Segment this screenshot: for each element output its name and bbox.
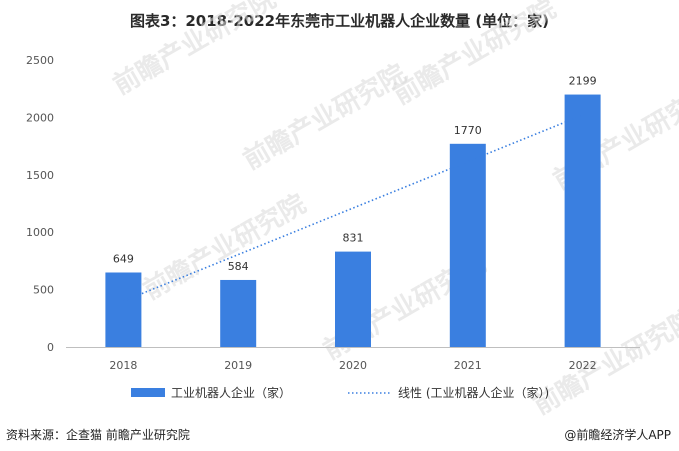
- trendline-layer: [123, 114, 583, 302]
- data-label: 831: [343, 232, 364, 245]
- x-tick-label: 2019: [224, 359, 252, 372]
- watermark-text: 前瞻产业研究院: [238, 58, 411, 176]
- data-label: 649: [113, 252, 134, 265]
- y-tick-label: 500: [33, 284, 54, 297]
- legend-bar-label: 工业机器人企业（家）: [171, 385, 291, 400]
- y-tick-label: 2500: [26, 54, 54, 67]
- y-tick-label: 0: [47, 341, 54, 354]
- x-tick-label: 2018: [109, 359, 137, 372]
- x-tick-label: 2020: [339, 359, 367, 372]
- watermark-text: 前瞻产业研究院: [528, 303, 679, 421]
- y-tick-label: 1500: [26, 169, 54, 182]
- watermark-text: 前瞻产业研究院: [108, 0, 281, 101]
- credit-note: @前瞻经济学人APP: [564, 428, 671, 442]
- bar-2019: [220, 279, 257, 347]
- axes-layer: 0 500 1000 1500 2000 2500 2018 2019 2020 2021 2022: [26, 54, 640, 372]
- x-tick-label: 2022: [569, 359, 597, 372]
- trendline: [123, 114, 583, 302]
- bars-layer: [105, 94, 601, 347]
- bar-2018: [105, 272, 142, 347]
- data-label: 584: [228, 260, 249, 273]
- legend-bar-swatch: [131, 388, 165, 397]
- data-labels-layer: 649 584 831 1770 2199: [113, 75, 597, 273]
- source-note: 资料来源：企查猫 前瞻产业研究院: [6, 428, 190, 442]
- bar-2021: [449, 143, 486, 347]
- bar-2020: [335, 251, 371, 347]
- data-label: 1770: [454, 124, 482, 137]
- y-tick-label: 1000: [26, 226, 54, 239]
- data-label: 2199: [569, 75, 597, 88]
- legend-trend-label: 线性 (工业机器人企业（家）): [398, 385, 549, 400]
- x-tick-label: 2021: [454, 359, 482, 372]
- watermark-text: 前瞻产业研究院: [388, 0, 561, 111]
- bar-2022: [564, 94, 601, 347]
- legend: 工业机器人企业（家） 线性 (工业机器人企业（家）): [131, 385, 549, 400]
- chart-title: 图表3：2018-2022年东莞市工业机器人企业数量 (单位：家): [129, 12, 550, 30]
- y-tick-label: 2000: [26, 111, 54, 124]
